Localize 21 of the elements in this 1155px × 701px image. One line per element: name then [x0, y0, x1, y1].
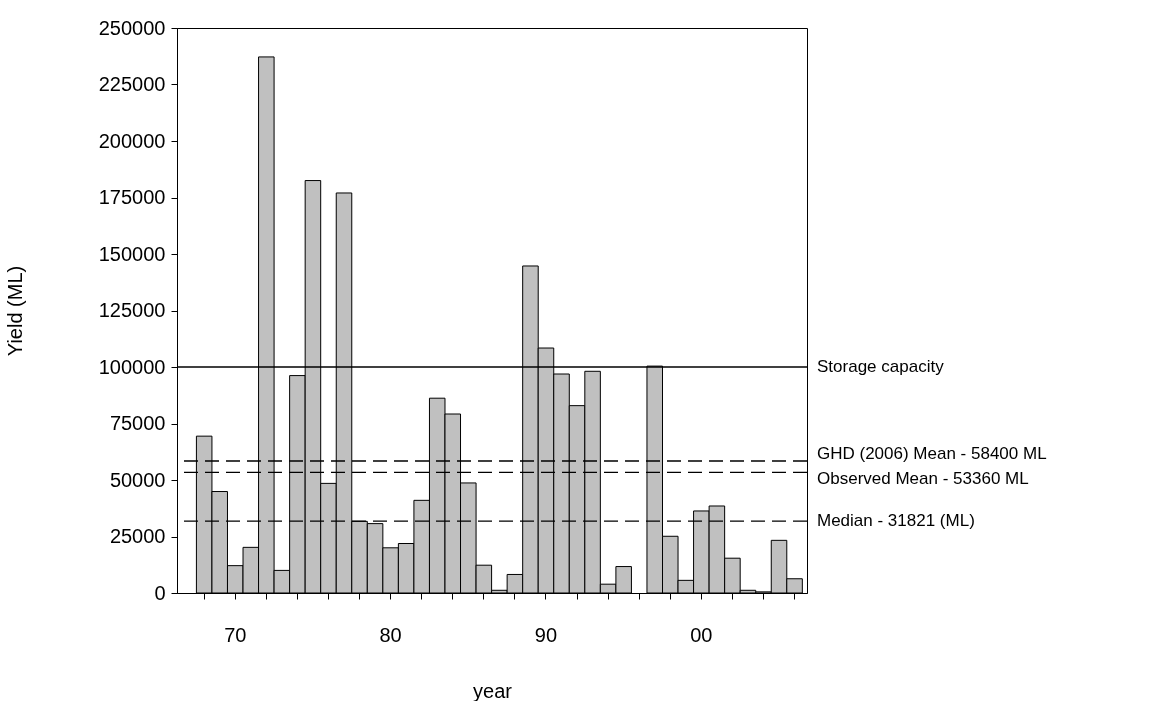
y-tick-label: 25000 [109, 525, 166, 547]
x-axis-title: year [473, 679, 513, 701]
y-tick-label: 150000 [98, 242, 166, 265]
y-tick-label: 225000 [98, 73, 166, 95]
y-tick-label: 250000 [98, 16, 166, 39]
ref-line-label: Storage capacity [817, 357, 945, 376]
ref-line-label: Median - 31821 (ML) [817, 511, 975, 531]
y-axis-title: Yield (ML) [3, 265, 26, 357]
y-tick-label: 50000 [109, 468, 166, 491]
x-tick-label: 90 [534, 623, 558, 646]
ref-line-label: Observed Mean - 53360 ML [817, 469, 1029, 489]
x-tick-label: 80 [379, 623, 402, 646]
y-tick-label: 125000 [98, 299, 166, 321]
y-tick-label: 75000 [109, 412, 166, 434]
ref-line-label: GHD (2006) Mean - 58400 ML [817, 444, 1047, 464]
y-tick-label: 200000 [98, 129, 166, 152]
x-tick-label: 70 [224, 623, 247, 646]
y-tick-label: 0 [154, 581, 166, 604]
y-tick-label: 100000 [98, 355, 166, 378]
y-tick-label: 175000 [98, 186, 166, 208]
x-tick-label: 00 [690, 623, 713, 646]
